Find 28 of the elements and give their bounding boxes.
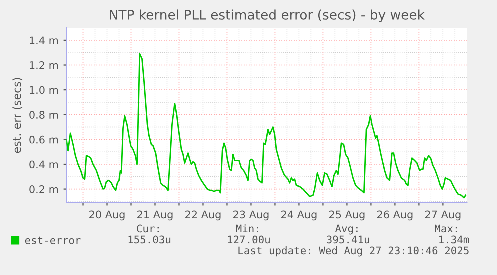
- text: Last update: Wed Aug 27 23:10:46 2025: [238, 246, 469, 257]
- x-tick-label: 27 Aug: [425, 210, 461, 221]
- y-tick-label: 1.0 m: [30, 86, 58, 94]
- x-tick-label: 26 Aug: [378, 210, 413, 221]
- text: 155.03u: [128, 236, 171, 244]
- x-tick-label: 22 Aug: [186, 210, 221, 221]
- y-tick-label: 0.8 m: [30, 111, 58, 119]
- text: Cur:: [137, 224, 160, 233]
- x-tick-label: 23 Aug: [234, 210, 269, 221]
- text: 127.00u: [228, 236, 270, 244]
- y-axis-title: est. err (secs): [12, 78, 23, 154]
- line-series: [66, 53, 467, 199]
- y-tick-label: 0.4 m: [30, 160, 58, 169]
- x-tick-label: 21 Aug: [138, 210, 173, 221]
- text: Min:: [236, 224, 258, 233]
- x-tick-label: 25 Aug: [330, 210, 365, 221]
- x-tick-label: 20 Aug: [90, 210, 125, 221]
- y-tick-label: 0.6 m: [30, 136, 58, 144]
- text: Avg:: [335, 224, 358, 235]
- text: 395.41u: [327, 236, 370, 244]
- y-tick-label: 0.2 m: [30, 186, 58, 194]
- x-tick-label: 24 Aug: [282, 210, 317, 221]
- legend-label: est-error: [25, 236, 81, 244]
- text: Max:: [435, 224, 458, 233]
- y-tick-label: 1.4 m: [30, 36, 58, 44]
- y-tick-label: 1.2 m: [30, 61, 58, 70]
- chart-title: NTP kernel PLL estimated error (secs) - by week: [110, 10, 425, 22]
- text: 1.34m: [440, 236, 470, 244]
